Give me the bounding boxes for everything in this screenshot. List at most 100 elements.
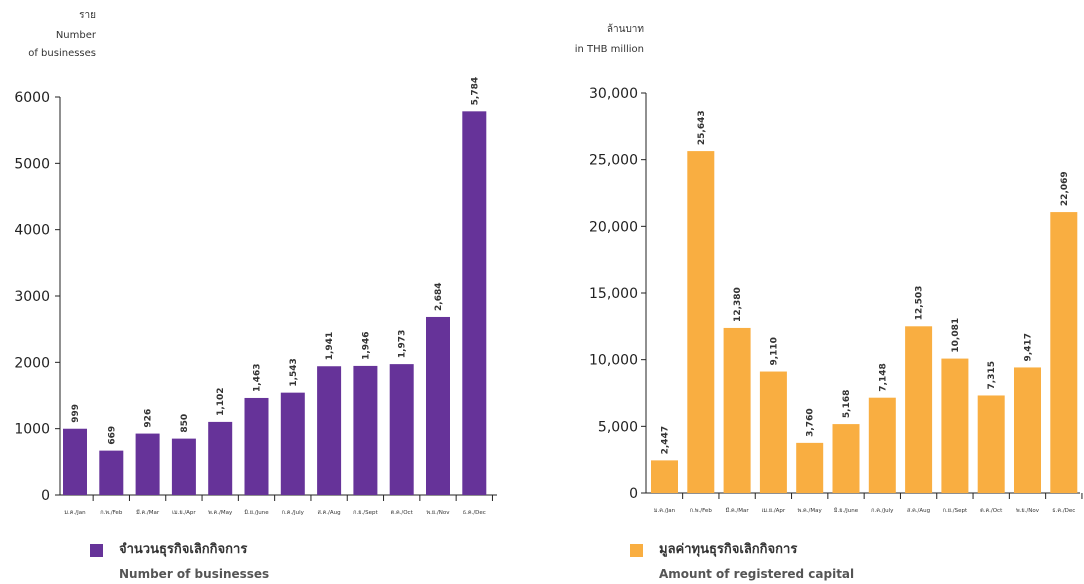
- y-tick-label: 20,000: [589, 219, 638, 235]
- category-label: ส.ค./Aug: [318, 509, 341, 516]
- bar-6: [832, 424, 860, 493]
- legend-swatch-orange: [630, 544, 643, 557]
- bar-5: [208, 421, 233, 495]
- legend-label-th: จำนวนธุรกิจเลิกกิจการ: [119, 542, 248, 557]
- y-tick-label: 5,000: [598, 419, 638, 435]
- y-tick-label: 10,000: [589, 353, 638, 369]
- data-label: 25,643: [697, 110, 707, 145]
- category-label: พ.ย./Nov: [1016, 508, 1040, 514]
- data-label: 1,941: [325, 332, 335, 360]
- bar-11: [426, 316, 450, 495]
- category-label: พ.ค./May: [208, 510, 233, 516]
- data-label: 1,946: [361, 331, 371, 359]
- bar-8: [317, 366, 342, 495]
- category-label: ม.ค./Jan: [654, 508, 676, 514]
- bar-12: [1050, 212, 1078, 493]
- legend-label-en: Number of businesses: [119, 567, 270, 581]
- category-label: พ.ย./Nov: [427, 510, 451, 516]
- unit-label-line: Number: [56, 30, 97, 41]
- data-label: 12,380: [733, 287, 743, 322]
- data-label: 999: [71, 404, 81, 423]
- data-label: 12,503: [915, 286, 925, 321]
- unit-label-line: in THB million: [575, 44, 644, 55]
- category-label: มี.ค./Mar: [136, 509, 160, 516]
- unit-label-line: ล้านบาท: [607, 23, 644, 35]
- y-tick-label: 0: [41, 488, 50, 504]
- y-tick-label: 3000: [14, 289, 50, 305]
- chart-2: ล้านบาท in THB million 0 5,000 10,000 15,000 2…: [575, 23, 1083, 514]
- bar-3: [135, 433, 160, 495]
- y-tick-label: 5000: [14, 156, 50, 172]
- y-tick-label: 25,000: [589, 153, 638, 169]
- data-label: 1,543: [289, 358, 299, 386]
- data-label: 669: [107, 426, 117, 445]
- y-tick-label: 2000: [14, 355, 50, 371]
- bar-11: [1014, 367, 1041, 493]
- legend-label-en: Amount of registered capital: [659, 567, 855, 581]
- category-label: ก.ค./July: [871, 508, 894, 514]
- unit-label-line: of businesses: [28, 48, 96, 59]
- category-label: เม.ย./Apr: [762, 508, 786, 514]
- y-tick-label: 1000: [14, 422, 50, 438]
- category-label: ก.พ./Feb: [100, 510, 123, 516]
- category-label: ธ.ค./Dec: [463, 509, 486, 516]
- bar-2: [99, 450, 124, 495]
- bar-3: [723, 327, 751, 493]
- y-tick-label: 15,000: [589, 286, 638, 302]
- bar-10: [389, 364, 414, 495]
- data-label: 2,684: [434, 282, 444, 310]
- bar-8: [905, 326, 933, 493]
- legend-label-th: มูลค่าทุนธุรกิจเลิกกิจการ: [659, 542, 798, 557]
- data-label: 3,760: [806, 408, 816, 436]
- bar-12: [462, 111, 487, 495]
- legend-text-block: มูลค่าทุนธุรกิจเลิกกิจการ Amount of regi…: [659, 540, 854, 584]
- category-label: ก.ย./Sept: [353, 510, 378, 516]
- data-label: 1,973: [398, 330, 408, 358]
- data-label: 1,463: [253, 363, 263, 391]
- category-label: มี.ค./Mar: [725, 507, 749, 514]
- category-label: มิ.ย./June: [244, 509, 269, 516]
- data-label: 5,168: [842, 390, 852, 418]
- bar-9: [941, 358, 969, 493]
- data-label: 850: [180, 414, 190, 433]
- bar-7: [280, 392, 305, 495]
- category-label: เม.ย./Apr: [172, 510, 196, 516]
- unit-label-line: ราย: [79, 10, 96, 21]
- category-label: ธ.ค./Dec: [1052, 507, 1075, 514]
- data-label: 2,447: [661, 426, 671, 454]
- y-tick-label: 30,000: [589, 86, 638, 102]
- bar-4: [759, 371, 787, 493]
- data-label: 9,417: [1024, 333, 1034, 361]
- legend-capital: มูลค่าทุนธุรกิจเลิกกิจการ Amount of regi…: [630, 540, 854, 584]
- category-label: ก.พ./Feb: [690, 508, 713, 514]
- bar-6: [244, 397, 269, 495]
- category-label: ม.ค./Jan: [64, 510, 86, 516]
- bar-9: [353, 365, 378, 495]
- bar-2: [687, 151, 715, 494]
- category-label: ต.ค./Oct: [391, 510, 414, 516]
- bar-10: [977, 395, 1005, 493]
- category-label: ส.ค./Aug: [907, 507, 930, 514]
- bar-5: [796, 442, 824, 493]
- bar-1: [651, 460, 678, 493]
- category-label: ก.ย./Sept: [943, 508, 968, 514]
- bar-7: [868, 397, 896, 493]
- data-label: 1,102: [216, 387, 226, 415]
- y-tick-label: 4000: [14, 223, 50, 239]
- bar-4: [171, 438, 196, 495]
- chart-1: ราย Number of businesses 0 1000 2000 3000 4000 5…: [14, 10, 497, 516]
- data-label: 22,069: [1060, 171, 1070, 206]
- legend-swatch-purple: [90, 544, 103, 557]
- y-tick-label: 6000: [14, 90, 50, 106]
- category-label: มิ.ย./June: [834, 507, 859, 514]
- data-label: 9,110: [769, 337, 779, 365]
- y-tick-label: 0: [629, 486, 638, 502]
- data-label: 926: [144, 409, 154, 428]
- data-label: 7,148: [878, 363, 888, 391]
- bar-1: [63, 428, 87, 495]
- category-label: ต.ค./Oct: [980, 508, 1003, 514]
- legend-text-block: จำนวนธุรกิจเลิกกิจการ Number of business…: [119, 540, 269, 584]
- data-label: 7,315: [987, 361, 997, 389]
- category-label: ก.ค./July: [282, 510, 305, 516]
